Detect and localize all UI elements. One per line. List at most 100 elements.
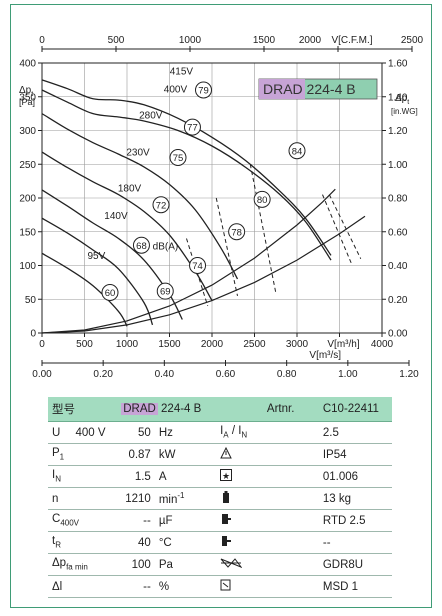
right-tick-label: 0.00 [388, 329, 408, 340]
m3s-tick-label: 0.20 [93, 369, 113, 380]
system-curve [41, 188, 336, 334]
param-value: 50 [117, 421, 155, 444]
param-unit: min-1 [154, 487, 217, 510]
m3s-tick-label: 0.80 [277, 369, 297, 380]
spec-cell [262, 487, 319, 510]
param-unit: Hz [154, 421, 217, 444]
spec-cell [262, 531, 319, 554]
spec-value: 13 kg [318, 487, 392, 510]
db-circle [183, 118, 201, 136]
right-axis-title: Δpt [395, 93, 409, 106]
spec-row: U 400 V 50 Hz IA / IN 2.5 [48, 421, 392, 444]
bottom-tick-label: 1500 [158, 339, 181, 350]
param-sub: R [55, 540, 61, 550]
warning-triangle-icon [216, 443, 263, 466]
right-tick-label: 0.80 [388, 194, 408, 205]
top-tick-label: 2500 [401, 35, 424, 46]
voltage-label: 230V [126, 147, 150, 158]
param-unit: % [154, 575, 217, 598]
spec-value: IP54 [318, 443, 392, 466]
spec-cell [262, 421, 319, 444]
voltage-label: 140V [104, 211, 128, 222]
spec-row: Δl --% MSD 1 [48, 575, 392, 598]
limit-curve [322, 194, 353, 266]
left-tick-label: 0 [30, 329, 36, 340]
m3s-tick-label: 0.00 [32, 369, 52, 380]
db-circle [152, 196, 170, 214]
param-name: C [52, 513, 61, 526]
left-axis-sub: t [31, 91, 33, 98]
db-circle-label: 75 [173, 153, 184, 164]
star-box-icon: ★ [216, 465, 263, 488]
spec-cell: P1 [48, 443, 118, 466]
limit-curve [249, 164, 277, 293]
param-sub: fa min [66, 562, 88, 572]
spec-cell: Δpfa min [48, 553, 118, 576]
m3s-tick-label: 0.60 [216, 369, 236, 380]
top-tick-label: 1500 [253, 35, 276, 46]
datasheet-frame: 0 50 100 150 200 250 300 350 400 0.00 0.20 0.40 0.60… [10, 4, 432, 608]
left-axis-title: Δpt [19, 85, 33, 98]
param-unit: A [154, 465, 217, 488]
bottom-tick-label: 3000 [286, 339, 309, 350]
right-tick-label: 1.40 [388, 92, 408, 103]
limit-curve [215, 197, 238, 296]
param-sub: 400V [60, 518, 79, 528]
right-axis-unit: [in.WG] [391, 107, 418, 116]
right-tick-label: 0.40 [388, 261, 408, 272]
model-box-highlight [259, 79, 305, 99]
top-tick-label: 2000 [299, 35, 322, 46]
spec-row: n 1210 min-1 13 kg [48, 487, 392, 510]
top-tick-label: 0 [39, 35, 45, 46]
bottom-tick-label: 4000 [371, 339, 394, 350]
svg-text:★: ★ [222, 471, 230, 481]
bottom-tick-label: 500 [76, 339, 93, 350]
voltage-label: 180V [118, 183, 142, 194]
db-circle-label: 74 [192, 261, 203, 272]
thermal-icon [216, 509, 263, 532]
spec-value: 2.5 [318, 421, 392, 444]
db-circle [195, 81, 212, 99]
voltage-label: 415V [170, 66, 194, 77]
top-axis-label: V[C.F.M.] [331, 35, 372, 46]
left-tick-label: 250 [19, 160, 36, 171]
model-suffix: 224-4 B [157, 403, 202, 415]
spec-row: tR 40 °C -- [48, 531, 392, 554]
voltage-label: 95V [88, 251, 106, 262]
db-circle [228, 223, 246, 241]
model-box-prefix: DRAD 224-4 B [263, 81, 356, 97]
bottom-tick-label: 2000 [201, 339, 224, 350]
model-prefix: DRAD [121, 403, 158, 415]
spec-row: C400V -- µF RTD 2.5 [48, 509, 392, 532]
db-circle [132, 236, 150, 254]
param-unit: Pa [154, 553, 217, 576]
spec-header-row: 型号 DRAD 224-4 B Artnr. C10-22411 [48, 397, 392, 422]
db-unit-label: dB(A) [153, 241, 179, 252]
ia-in-label: IA / IN [216, 421, 263, 444]
m3s-axis-label: V[m³/s] [309, 350, 341, 361]
m3s-tick-label: 0.40 [155, 369, 175, 380]
spec-row: IN 1.5 A ★ 01.006 [48, 465, 392, 488]
left-tick-label: 50 [25, 295, 37, 306]
spec-value: MSD 1 [318, 575, 392, 598]
m3s-tick-label: 1.00 [338, 369, 358, 380]
db-circle [189, 257, 207, 274]
spec-value: GDR8U [318, 553, 392, 576]
param-name: t [52, 535, 56, 548]
param-value: -- [117, 575, 155, 598]
left-tick-label: 100 [19, 261, 36, 272]
spec-value: 01.006 [318, 465, 392, 488]
artnr-label: Artnr. [262, 397, 319, 422]
voltage-label: 400V [164, 85, 188, 96]
document-icon [216, 575, 263, 598]
db-circle [156, 282, 174, 300]
right-tick-label: 1.20 [388, 126, 408, 137]
left-axis-unit: [Pa] [19, 97, 35, 107]
bottom-tick-label: 0 [39, 339, 45, 350]
bottom-axis-label: V[m³/h] [327, 339, 359, 350]
param-value: 0.87 [117, 443, 155, 466]
switch-icon [216, 531, 263, 554]
right-axis-sub: t [407, 99, 409, 106]
left-tick-label: 300 [19, 126, 36, 137]
spec-row: Δpfa min 100 Pa GDR8U [48, 553, 392, 576]
